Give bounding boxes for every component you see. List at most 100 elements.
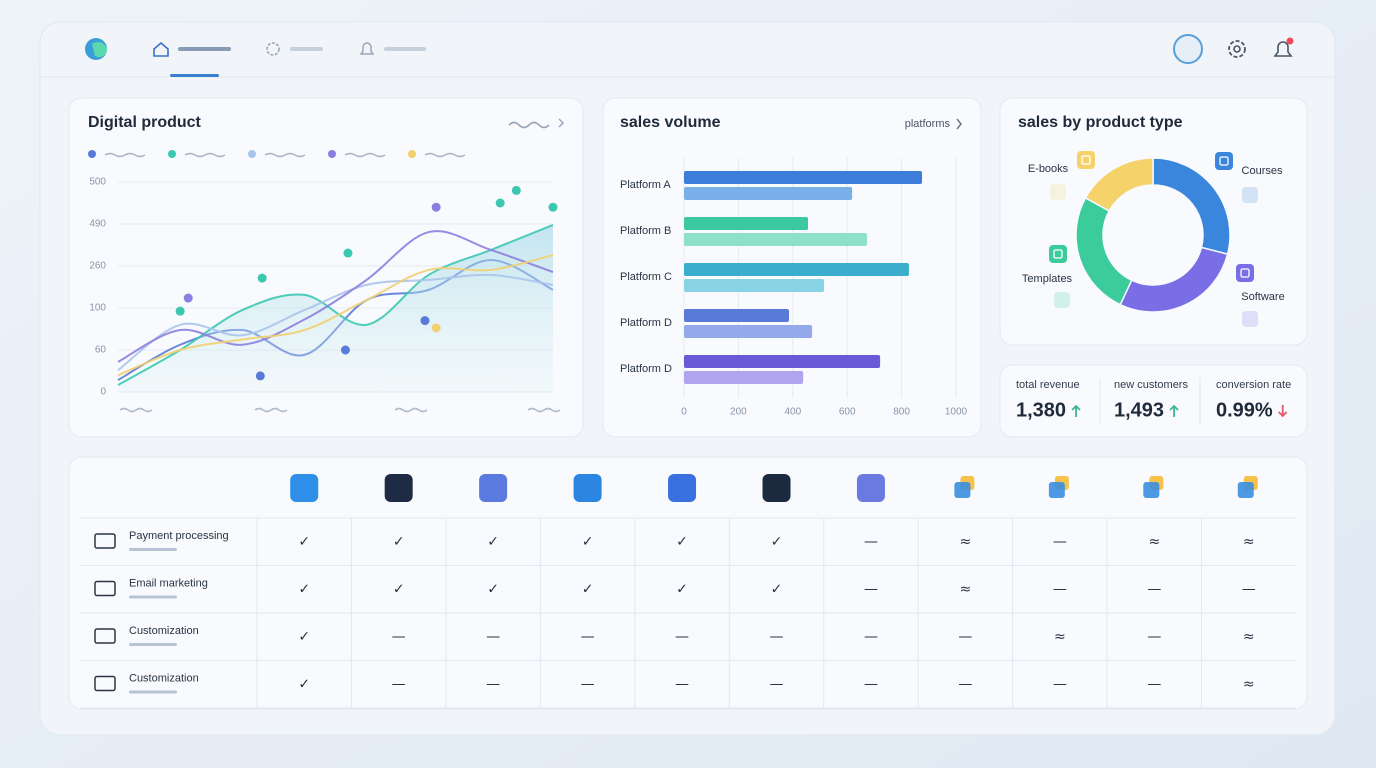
- nav-settings[interactable]: [290, 47, 323, 51]
- bell-nav-icon[interactable]: [359, 42, 375, 55]
- kpi-label: conversion rate: [1216, 379, 1291, 391]
- line-menu[interactable]: [508, 121, 550, 129]
- kpi-trend: [1071, 404, 1081, 417]
- column-logo[interactable]: [1143, 482, 1160, 498]
- table-cell: —: [1147, 582, 1161, 598]
- nav-home[interactable]: [178, 47, 231, 51]
- kpi-trend: [1278, 405, 1288, 418]
- table-cell: —: [581, 677, 595, 693]
- y-tick-label: Platform C: [620, 271, 672, 283]
- column-logo[interactable]: [954, 482, 971, 498]
- table-cell: ≈: [960, 534, 972, 550]
- row-icon: [94, 533, 116, 549]
- legend-entry[interactable]: [104, 152, 146, 158]
- category-icon: [1049, 245, 1067, 263]
- table-cell: —: [864, 582, 878, 598]
- scatter-point: [175, 306, 185, 316]
- bar-chevron[interactable]: [956, 118, 962, 130]
- legend-marker[interactable]: [328, 150, 336, 158]
- column-logo[interactable]: [479, 474, 508, 502]
- category-icon-glyph: [1240, 268, 1250, 278]
- table-cell: —: [581, 629, 595, 645]
- line-series: [117, 273, 554, 372]
- bar-link[interactable]: platforms: [905, 118, 951, 130]
- scatter-point: [431, 323, 441, 333]
- row-sublabel: [129, 595, 177, 599]
- row-icon: [94, 675, 116, 692]
- column-logo[interactable]: [668, 474, 697, 502]
- category-icon: [1077, 151, 1095, 169]
- settings-hub: [1233, 45, 1241, 53]
- bar: [684, 279, 825, 292]
- line-title: Digital product: [88, 114, 202, 131]
- scatter-point: [420, 316, 430, 326]
- table-cell: —: [486, 677, 500, 693]
- row-label: Customization: [129, 625, 199, 637]
- kpi-value: 0.99%: [1216, 399, 1273, 421]
- table-cell: —: [958, 677, 972, 693]
- legend-entry[interactable]: [184, 152, 226, 158]
- column-logo[interactable]: [1048, 482, 1065, 498]
- donut-segment: [1084, 157, 1154, 212]
- legend-marker[interactable]: [168, 150, 176, 158]
- table-cell: ✓: [298, 582, 310, 598]
- legend-entry: Courses: [1242, 165, 1283, 177]
- home-icon[interactable]: [153, 41, 169, 57]
- row-icon: [94, 580, 116, 597]
- legend-entry: Software: [1241, 291, 1284, 303]
- settings-button[interactable]: [1228, 40, 1246, 58]
- settings-nav-icon[interactable]: [266, 42, 280, 56]
- x-tick-label: 400: [784, 407, 801, 418]
- column-logo[interactable]: [762, 474, 791, 502]
- avatar[interactable]: [1173, 34, 1203, 64]
- line-series: [117, 230, 554, 363]
- y-tick-label: 260: [89, 261, 106, 272]
- table-cell: ≈: [1054, 629, 1066, 645]
- category-icon: [1236, 264, 1254, 282]
- table-cell: —: [864, 629, 878, 645]
- scatter-point: [340, 345, 350, 355]
- legend-entry[interactable]: [264, 152, 306, 158]
- table-cell: —: [1053, 677, 1067, 693]
- column-logo[interactable]: [856, 474, 885, 502]
- table-cell: ≈: [1243, 534, 1255, 550]
- x-tick-label: [119, 407, 153, 413]
- table-cell: ✓: [487, 534, 499, 550]
- scatter-point: [343, 248, 353, 258]
- table-cell: ✓: [582, 534, 594, 550]
- x-tick-label: [527, 407, 561, 413]
- table-cell: ✓: [487, 582, 499, 598]
- legend-entry[interactable]: [424, 152, 466, 158]
- column-logo[interactable]: [573, 474, 602, 502]
- column-logo[interactable]: [290, 474, 319, 502]
- category-subicon: [1050, 184, 1066, 200]
- legend-marker[interactable]: [88, 150, 96, 158]
- row-sublabel: [129, 643, 177, 646]
- kpi-card: [999, 364, 1308, 438]
- notifications-button[interactable]: [1273, 41, 1293, 57]
- scatter-point: [495, 198, 505, 208]
- table-cell: ≈: [1243, 629, 1255, 645]
- y-tick-label: 500: [89, 177, 106, 188]
- kpi-label: total revenue: [1016, 379, 1080, 391]
- y-tick-label: Platform B: [620, 225, 671, 237]
- column-logo[interactable]: [384, 474, 413, 502]
- legend-marker[interactable]: [408, 150, 416, 158]
- column-logo[interactable]: [1237, 482, 1254, 498]
- row-sublabel: [129, 690, 177, 694]
- table-cell: ✓: [298, 677, 310, 693]
- line-chevron[interactable]: [558, 118, 565, 128]
- legend-marker[interactable]: [248, 150, 256, 158]
- kpi-label: new customers: [1114, 379, 1188, 391]
- category-icon-glyph: [1081, 155, 1091, 165]
- nav-notifications[interactable]: [384, 47, 426, 51]
- donut-title: sales by product type: [1018, 114, 1183, 131]
- table-cell: ✓: [393, 534, 405, 550]
- table-cell: ✓: [771, 582, 783, 598]
- legend-entry: E-books: [1028, 163, 1069, 175]
- scatter-point: [548, 202, 558, 212]
- legend-entry[interactable]: [344, 152, 386, 158]
- scatter-point: [431, 202, 441, 212]
- row-label: Email marketing: [129, 577, 208, 589]
- x-tick-label: 1000: [945, 407, 968, 418]
